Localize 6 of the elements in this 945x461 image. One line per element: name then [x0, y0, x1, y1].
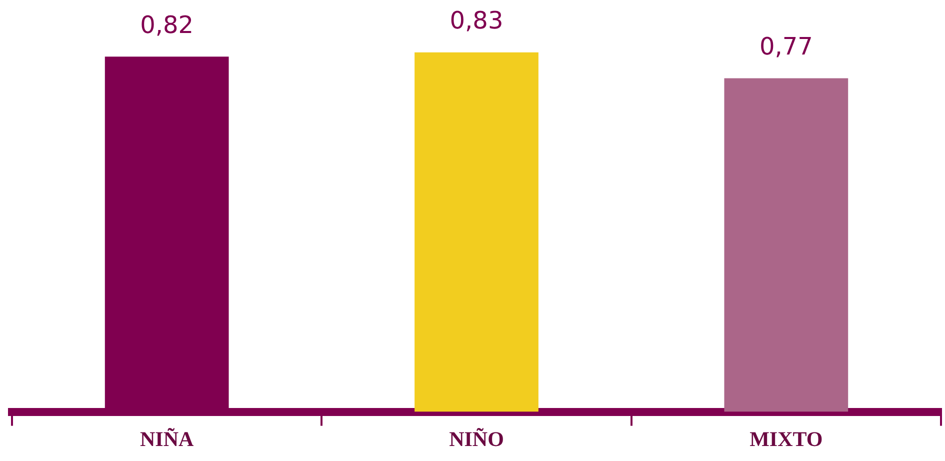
- x-tick-label: NIÑA: [140, 426, 194, 451]
- data-label: 0,77: [759, 32, 813, 61]
- data-label: 0,83: [450, 6, 504, 35]
- data-label: 0,82: [140, 10, 194, 39]
- x-tick-label: MIXTO: [750, 426, 823, 451]
- x-tick-label: NIÑO: [449, 426, 504, 451]
